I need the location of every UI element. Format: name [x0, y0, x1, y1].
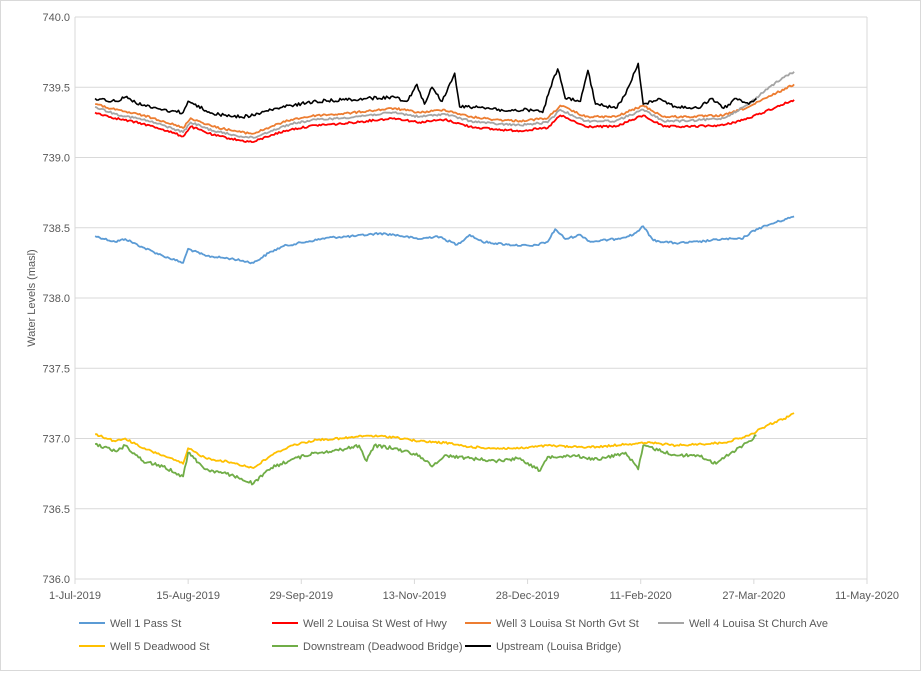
gridlines	[74, 16, 868, 580]
y-tick-label: 739.5	[42, 82, 70, 94]
x-tick-label: 29-Sep-2019	[269, 590, 333, 602]
series-line	[94, 99, 795, 143]
y-tick-label: 736.0	[42, 574, 70, 586]
y-tick-label: 736.5	[42, 504, 70, 516]
x-tick-label: 27-Mar-2020	[722, 590, 785, 602]
series-line	[95, 83, 795, 135]
x-tick-label: 11-Feb-2020	[610, 590, 672, 602]
y-tick-label: 740.0	[42, 12, 70, 24]
y-axis-title: Water Levels (masl)	[26, 249, 38, 346]
x-tick-label: 11-May-2020	[835, 590, 899, 602]
y-tick-label: 739.0	[42, 153, 70, 165]
series-lines	[94, 62, 795, 486]
x-tick-label: 1-Jul-2019	[49, 590, 101, 602]
legend: Well 1 Pass St Well 2 Louisa St West of H…	[79, 618, 828, 653]
x-tick-label: 15-Aug-2019	[156, 590, 220, 602]
x-tick-label: 13-Nov-2019	[383, 590, 447, 602]
series-line	[94, 412, 795, 469]
legend-label: Well 3 Louisa St North Gvt St	[496, 618, 639, 630]
y-tick-label: 738.0	[42, 293, 70, 305]
series-line	[94, 215, 795, 265]
series-line	[94, 62, 757, 119]
legend-label: Downstream (Deadwood Bridge)	[303, 641, 463, 653]
axes: Water Levels (masl) 736.0 736.5 737.0 737.5…	[26, 12, 899, 602]
y-tick-label: 737.0	[42, 434, 70, 446]
series-line	[94, 71, 795, 139]
legend-label: Well 4 Louisa St Church Ave	[689, 618, 828, 630]
y-tick-label: 738.5	[42, 223, 70, 235]
legend-label: Upstream (Louisa Bridge)	[496, 641, 621, 653]
legend-label: Well 5 Deadwood St	[110, 641, 209, 653]
legend-label: Well 2 Louisa St West of Hwy	[303, 618, 447, 630]
legend-label: Well 1 Pass St	[110, 618, 181, 630]
series-line	[94, 434, 757, 486]
x-tick-label: 28-Dec-2019	[496, 590, 560, 602]
y-tick-label: 737.5	[42, 363, 70, 375]
